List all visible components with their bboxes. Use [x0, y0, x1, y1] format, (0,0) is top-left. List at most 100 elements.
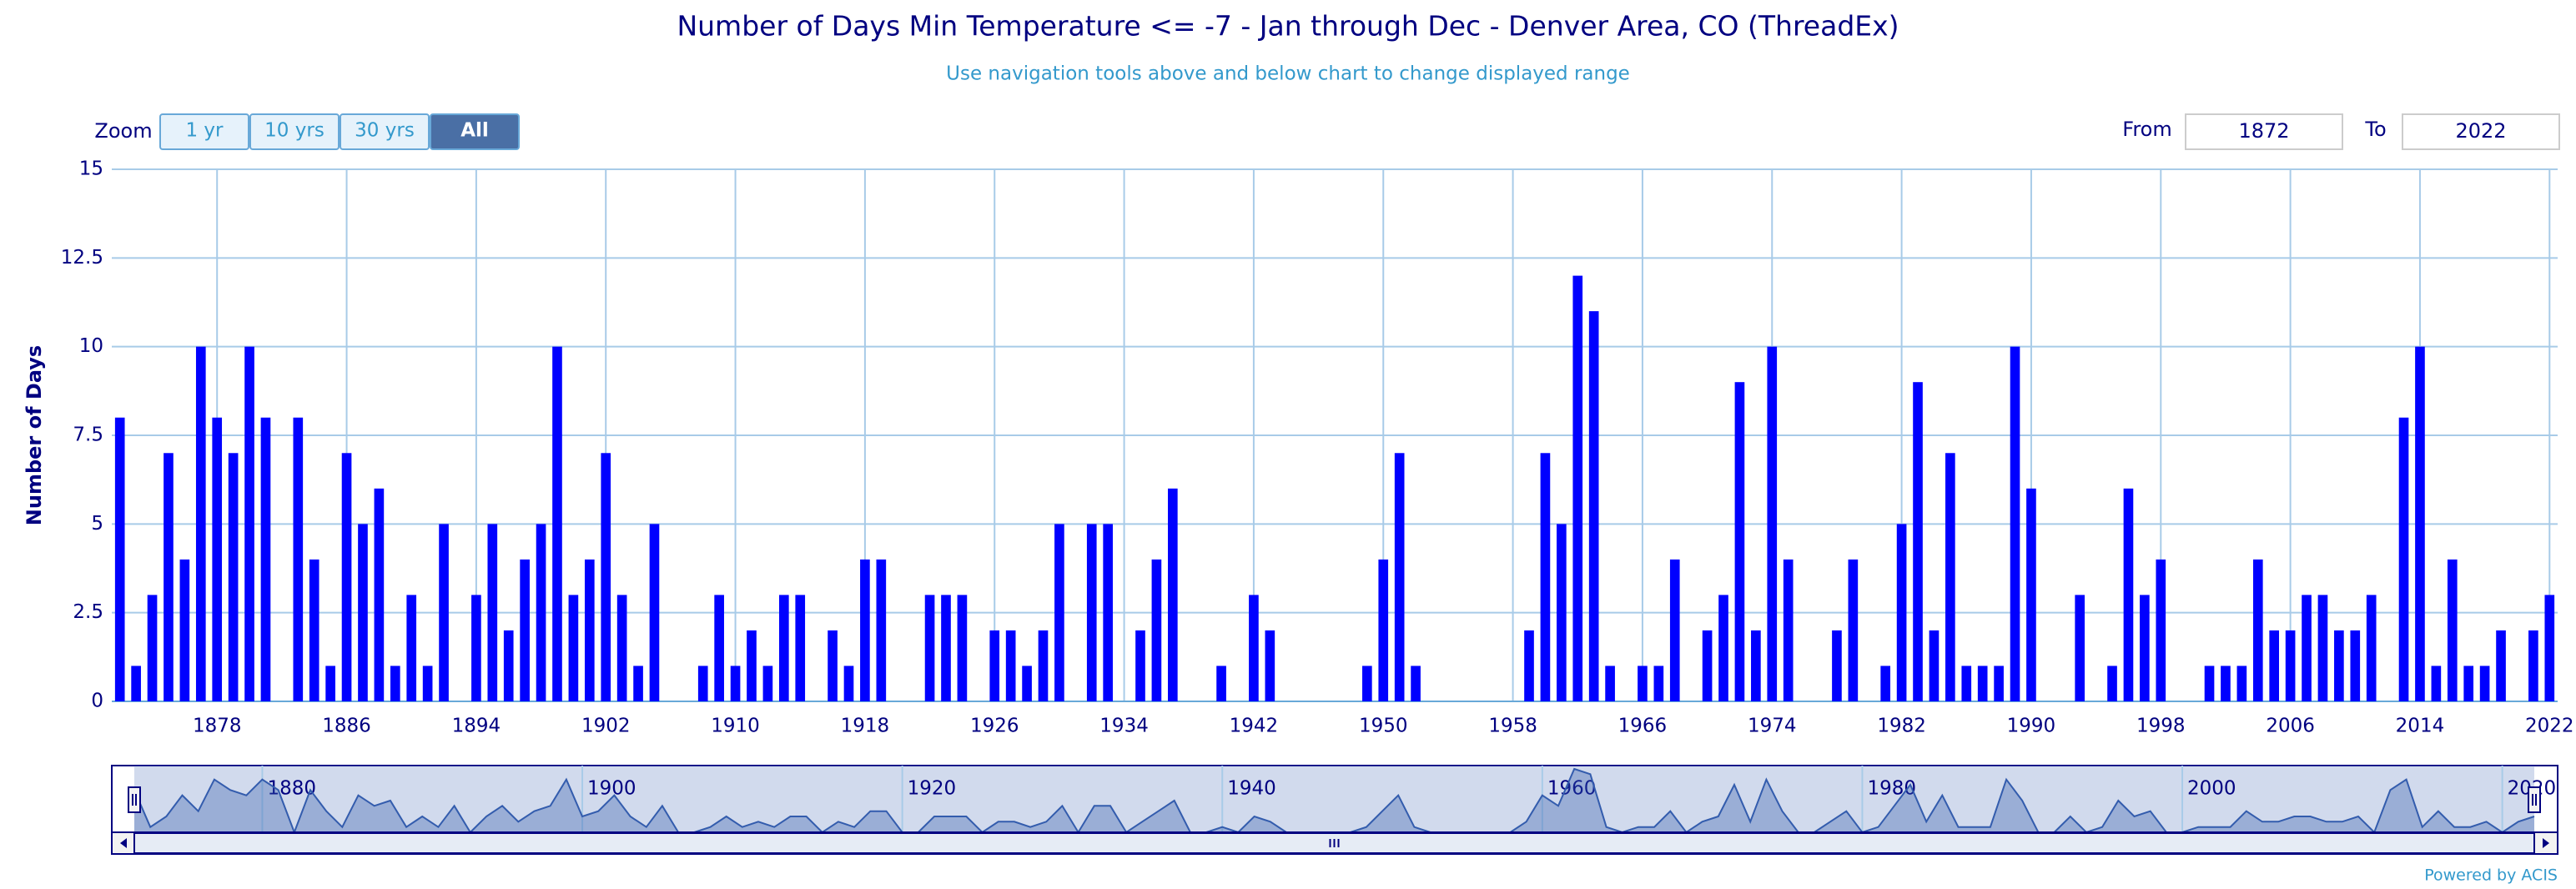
bar: [406, 595, 417, 701]
bar: [1265, 630, 1275, 701]
x-tick-label: 1934: [1099, 716, 1149, 737]
bar: [1168, 488, 1178, 701]
navigator-handle[interactable]: [2528, 786, 2541, 813]
zoom-button[interactable]: [249, 113, 340, 150]
bar: [1718, 595, 1728, 701]
bar: [2075, 595, 2085, 701]
zoom-button-label: 30 yrs: [355, 120, 415, 142]
bar: [131, 665, 141, 701]
bar: [584, 559, 595, 701]
bar: [2156, 559, 2166, 701]
bar: [2350, 630, 2361, 701]
bar: [1913, 382, 1923, 701]
bar: [309, 559, 319, 701]
navigator-tick-label: 1920: [908, 778, 957, 800]
bar: [1411, 665, 1421, 701]
bar: [1135, 630, 1145, 701]
bar: [1832, 630, 1842, 701]
bar: [2431, 665, 2442, 701]
bar: [843, 665, 854, 701]
y-tick-label: 2.5: [73, 601, 103, 623]
x-tick-label: 1974: [1748, 716, 1797, 737]
from-value: 1872: [2238, 119, 2289, 143]
bar: [2221, 665, 2231, 701]
bar: [2010, 346, 2020, 701]
navigator-handle[interactable]: [128, 786, 141, 813]
bar: [601, 453, 611, 701]
bar: [762, 665, 773, 701]
bar: [374, 488, 385, 701]
bar: [2140, 595, 2150, 701]
bar: [1945, 453, 1955, 701]
zoom-button[interactable]: [430, 113, 520, 150]
bar: [471, 595, 481, 701]
to-input[interactable]: [2402, 113, 2560, 150]
bar: [2252, 559, 2263, 701]
bar: [1961, 665, 1972, 701]
bar: [2366, 595, 2377, 701]
bar: [1572, 275, 1583, 701]
bar: [1767, 346, 1778, 701]
bar: [1005, 630, 1016, 701]
bar: [1880, 665, 1891, 701]
bar: [1702, 630, 1713, 701]
x-tick-label: 2014: [2396, 716, 2445, 737]
x-tick-label: 1966: [1618, 716, 1668, 737]
bar: [422, 665, 433, 701]
x-tick-label: 1958: [1488, 716, 1537, 737]
scrollbar-right[interactable]: [2543, 838, 2549, 848]
bar: [2107, 665, 2117, 701]
bar: [503, 630, 514, 701]
y-axis-title: Number of Days: [23, 345, 46, 525]
bar: [2204, 665, 2215, 701]
scrollbar-left[interactable]: [120, 838, 127, 848]
zoom-button-label: 10 yrs: [264, 120, 325, 142]
x-tick-label: 1918: [841, 716, 890, 737]
bar: [439, 524, 449, 701]
bar: [1216, 665, 1226, 701]
bar: [1929, 630, 1940, 701]
y-tick-label: 5: [91, 513, 103, 535]
bar: [1378, 559, 1389, 701]
bar: [147, 595, 158, 701]
bar: [212, 417, 223, 701]
bar: [2317, 595, 2328, 701]
bar: [1054, 524, 1064, 701]
navigator-tick-label: 1900: [587, 778, 636, 800]
bar: [2269, 630, 2280, 701]
navigator-tick-label: 1940: [1227, 778, 1276, 800]
x-tick-label: 2006: [2266, 716, 2315, 737]
bar: [114, 417, 125, 701]
bar: [1605, 665, 1615, 701]
bar: [520, 559, 530, 701]
bar: [1151, 559, 1162, 701]
zoom-label: Zoom: [94, 119, 152, 143]
x-tick-label: 1894: [452, 716, 501, 737]
zoom-button[interactable]: [159, 113, 249, 150]
bar: [536, 524, 546, 701]
bar: [1524, 630, 1534, 701]
bar: [2528, 630, 2538, 701]
bar: [941, 595, 951, 701]
bar: [293, 417, 304, 701]
to-value: 2022: [2455, 119, 2506, 143]
bar: [1994, 665, 2004, 701]
bar: [1362, 665, 1372, 701]
x-tick-label: 2022: [2525, 716, 2574, 737]
from-input[interactable]: [2185, 113, 2343, 150]
bar: [2285, 630, 2296, 701]
x-tick-label: 1998: [2136, 716, 2186, 737]
y-tick-label: 12.5: [61, 247, 103, 269]
bar: [747, 630, 757, 701]
bar: [714, 595, 724, 701]
zoom-button[interactable]: [340, 113, 430, 150]
bar: [924, 595, 935, 701]
credit: Powered by ACIS: [2424, 866, 2558, 885]
y-tick-label: 0: [91, 691, 103, 712]
bar: [616, 595, 627, 701]
bar: [2123, 488, 2134, 701]
bar: [1638, 665, 1648, 701]
x-tick-label: 1950: [1359, 716, 1408, 737]
bar: [552, 346, 562, 701]
